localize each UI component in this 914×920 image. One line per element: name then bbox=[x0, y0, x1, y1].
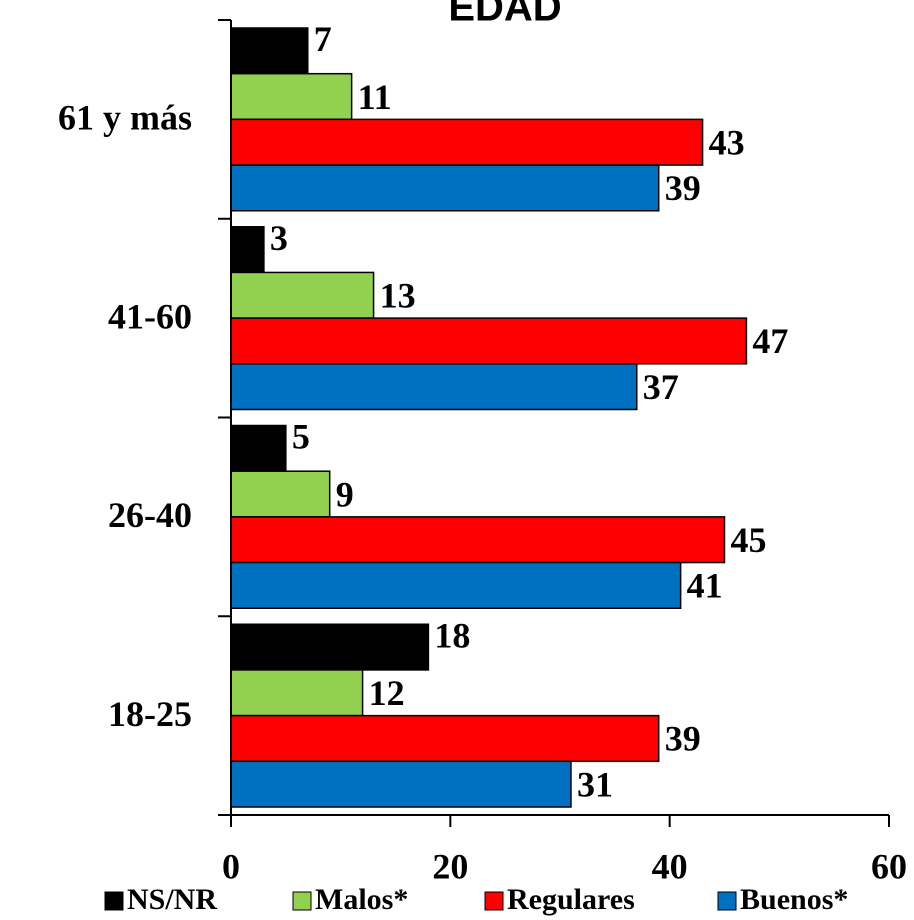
bar bbox=[230, 714, 660, 763]
bar bbox=[230, 516, 726, 564]
y-tick-label: 41-60 bbox=[108, 296, 192, 336]
data-label: 18 bbox=[434, 615, 470, 655]
data-label: 31 bbox=[577, 764, 613, 804]
bar bbox=[230, 118, 704, 166]
data-label: 43 bbox=[709, 122, 745, 162]
bar bbox=[230, 164, 660, 212]
bar bbox=[230, 561, 682, 609]
data-label: 12 bbox=[369, 673, 405, 713]
bar bbox=[230, 271, 375, 319]
data-label: 47 bbox=[752, 321, 788, 361]
data-label: 37 bbox=[643, 367, 679, 407]
x-tick-label: 40 bbox=[652, 846, 688, 886]
bar bbox=[230, 363, 638, 411]
x-tick-label: 60 bbox=[871, 846, 907, 886]
y-tick-label: 18-25 bbox=[108, 694, 192, 734]
data-label: 3 bbox=[270, 218, 288, 258]
bar bbox=[230, 226, 265, 274]
data-label: 5 bbox=[292, 417, 310, 457]
bar bbox=[230, 470, 331, 518]
bar bbox=[230, 27, 309, 75]
legend-label: Malos* bbox=[315, 883, 408, 916]
legend-swatch bbox=[292, 891, 312, 911]
bar bbox=[230, 317, 748, 365]
data-label: 41 bbox=[687, 566, 723, 606]
data-label: 13 bbox=[380, 276, 416, 316]
bar bbox=[230, 669, 364, 717]
data-label: 39 bbox=[665, 719, 701, 759]
data-label: 45 bbox=[731, 520, 767, 560]
legend-swatch bbox=[717, 891, 737, 911]
x-tick-label: 20 bbox=[432, 846, 468, 886]
legend-label: NS/NR bbox=[127, 883, 217, 916]
data-label: 39 bbox=[665, 168, 701, 208]
x-tick-label: 0 bbox=[222, 846, 240, 886]
bar bbox=[230, 72, 353, 121]
y-tick-label: 61 y más bbox=[58, 98, 192, 138]
bar bbox=[230, 623, 430, 671]
bar bbox=[230, 760, 572, 808]
legend-swatch bbox=[484, 891, 504, 911]
legend-label: Buenos* bbox=[740, 883, 848, 916]
bar bbox=[230, 424, 287, 472]
chart-title: EDAD bbox=[448, 0, 561, 30]
data-label: 7 bbox=[314, 19, 332, 59]
data-label: 11 bbox=[358, 77, 392, 117]
legend-label: Regulares bbox=[507, 883, 635, 916]
y-tick-label: 26-40 bbox=[108, 495, 192, 535]
legend-swatch bbox=[104, 891, 124, 911]
data-label: 9 bbox=[336, 474, 354, 514]
